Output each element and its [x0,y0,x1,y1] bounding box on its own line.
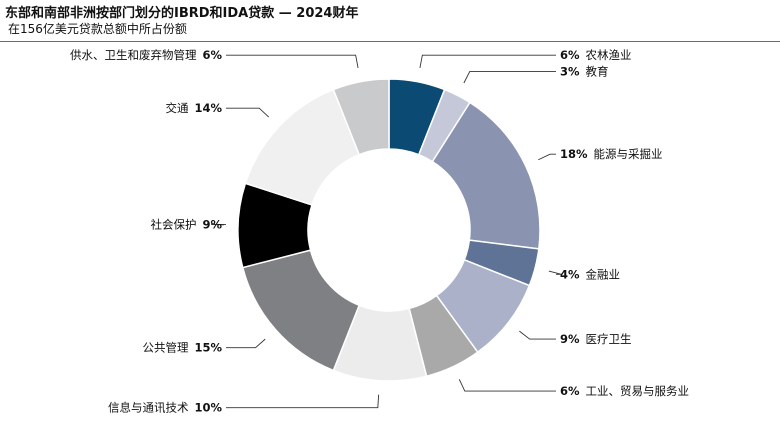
slice-sector-11 [332,78,390,156]
header-divider [0,41,780,42]
slice-category-label: 社会保护 [150,217,196,231]
slice-label-sector-8: 公共管理 15% [142,341,222,355]
slice-label-sector-1: 6% 农林渔业 [560,48,632,62]
chart-subtitle: 在156亿美元贷款总额中所占份额 [8,22,187,36]
leader-line-sector-2 [463,70,556,84]
slice-value-label: 10% [194,401,222,415]
slice-label-sector-10: 交通 14% [165,101,222,115]
slice-label-sector-4: 4% 金融业 [560,267,620,281]
leader-line-sector-5 [519,330,556,340]
slice-value-label: 4% [560,267,580,281]
slice-category-label: 教育 [586,64,609,78]
slice-value-label: 9% [202,217,222,231]
slice-label-sector-11: 供水、卫生和废弃物管理 6% [70,48,223,62]
leader-lines [211,54,562,409]
slice-value-label: 6% [202,48,222,62]
slice-value-label: 18% [560,147,588,161]
slice-value-label: 9% [560,332,580,346]
slice-value-label: 3% [560,64,580,78]
slice-value-label: 15% [194,341,222,355]
slice-category-label: 供水、卫生和废弃物管理 [70,48,197,62]
slice-label-sector-3: 18% 能源与采掘业 [560,147,663,161]
slice-category-label: 医疗卫生 [586,332,632,346]
leader-line-sector-10 [226,107,270,118]
slice-value-label: 6% [560,384,580,398]
slice-category-label: 交通 [165,101,188,115]
leader-line-sector-6 [458,379,556,392]
leader-line-sector-3 [538,153,556,161]
leader-line-sector-11 [226,54,359,69]
leader-line-sector-1 [419,54,556,69]
leader-line-sector-7 [226,394,380,409]
leader-line-sector-8 [226,338,266,349]
slice-value-label: 6% [560,48,580,62]
slice-category-label: 能源与采掘业 [594,147,663,161]
donut-slices [237,78,541,382]
slice-label-sector-7: 信息与通讯技术 10% [108,401,223,415]
slice-label-sector-2: 3% 教育 [560,64,609,78]
slice-category-label: 信息与通讯技术 [108,401,189,415]
leader-line-sector-4 [548,270,562,275]
slice-category-label: 金融业 [586,267,621,281]
chart-title: 东部和南部非洲按部门划分的IBRD和IDA贷款 — 2024财年 [5,6,359,21]
slice-label-sector-5: 9% 医疗卫生 [560,332,632,346]
slice-label-sector-6: 6% 工业、贸易与服务业 [560,384,689,398]
slice-category-label: 工业、贸易与服务业 [586,384,690,398]
slice-category-label: 公共管理 [142,341,188,355]
slice-label-sector-9: 社会保护 9% [150,217,222,231]
slice-category-label: 农林渔业 [586,48,632,62]
slice-labels: 6% 农林渔业 3% 教育 18% 能源与采掘业 4% 金融业 9% 医疗卫生 6% 工业、贸易与服务… [70,48,689,414]
slice-value-label: 14% [194,101,222,115]
